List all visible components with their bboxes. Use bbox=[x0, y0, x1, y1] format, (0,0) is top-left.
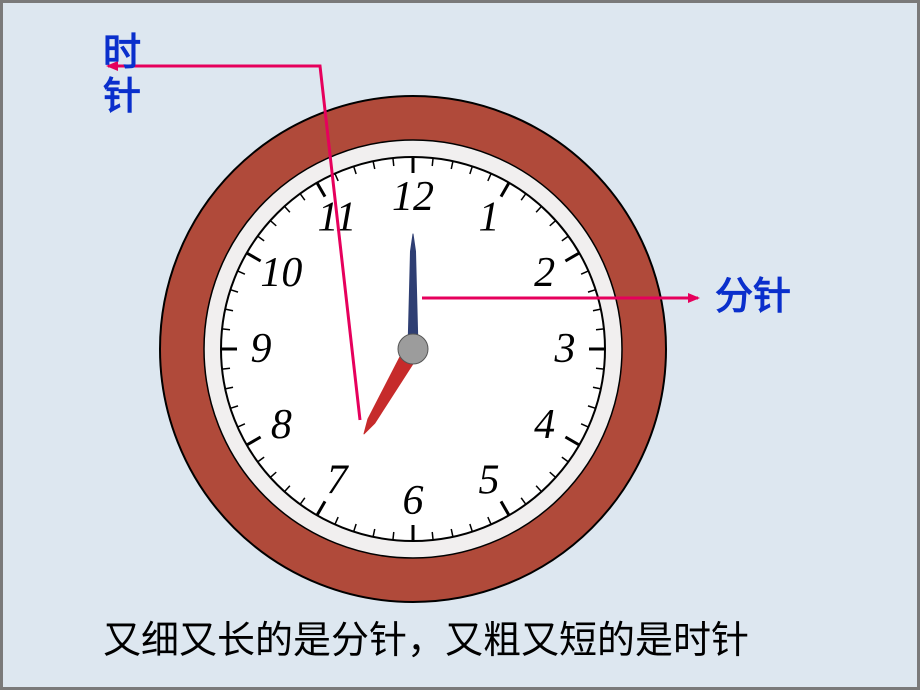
hour-hand-label: 时针 bbox=[103, 32, 141, 119]
clock-numeral: 10 bbox=[260, 250, 302, 296]
clock-numeral: 9 bbox=[251, 326, 272, 372]
hour-label-char: 针 bbox=[103, 76, 141, 120]
clock-numeral: 8 bbox=[271, 402, 292, 448]
clock-numeral: 1 bbox=[479, 194, 500, 240]
minute-hand-label: 分针 bbox=[715, 276, 791, 320]
clock-numeral: 12 bbox=[392, 174, 434, 220]
hour-label-char: 时 bbox=[103, 32, 141, 76]
clock-numeral: 6 bbox=[403, 478, 424, 524]
clock-numeral: 3 bbox=[554, 326, 576, 372]
clock-numeral: 5 bbox=[479, 458, 500, 504]
diagram-stage: 121234567891011 时针 分针 又细又长的是分针，又粗又短的是时针 bbox=[0, 0, 920, 690]
clock-numeral: 7 bbox=[327, 458, 350, 504]
clock-numeral: 4 bbox=[534, 402, 555, 448]
clock-numeral: 2 bbox=[534, 250, 555, 296]
caption-text: 又细又长的是分针，又粗又短的是时针 bbox=[103, 620, 749, 664]
clock-pivot bbox=[398, 334, 428, 364]
